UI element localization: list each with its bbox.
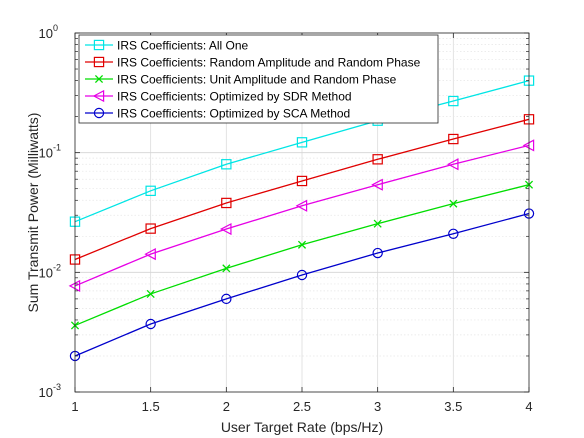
y-tick-exponent: -1	[53, 143, 61, 153]
data-point	[221, 197, 232, 209]
data-point	[373, 219, 382, 228]
data-point	[92, 89, 105, 103]
data-point	[448, 95, 459, 107]
y-tick-exponent: 0	[53, 23, 58, 33]
y-axis-label: Sum Transmit Power (Milliwatts)	[25, 113, 41, 313]
legend-label: IRS Coefficients: All One	[117, 39, 249, 53]
data-point	[371, 178, 383, 191]
data-point	[219, 222, 232, 236]
series-2	[69, 114, 535, 265]
data-point	[372, 154, 383, 165]
legend: IRS Coefficients: All One IRS Coefficient…	[78, 34, 439, 124]
series-layer	[68, 75, 535, 362]
data-point	[146, 289, 155, 298]
x-tick-label: 2.5	[293, 399, 311, 414]
data-point	[296, 175, 308, 187]
data-point	[145, 185, 156, 197]
data-point	[297, 240, 307, 249]
data-point-stroke	[146, 289, 155, 298]
legend-label: IRS Coefficients: Optimized by SDR Metho…	[117, 90, 352, 104]
x-tick-label: 2	[223, 399, 230, 414]
legend-item: IRS Coefficients: Optimized by SCA Metho…	[85, 107, 350, 121]
data-point	[93, 107, 105, 119]
data-point-stroke	[373, 219, 382, 228]
series-line	[74, 212, 530, 357]
data-point-stroke	[94, 74, 104, 84]
legend-item: IRS Coefficients: Random Amplitude and R…	[85, 56, 421, 70]
data-point	[372, 247, 383, 259]
series-line	[74, 144, 530, 287]
data-point	[145, 318, 156, 330]
data-point	[296, 137, 308, 148]
series-line	[74, 118, 530, 261]
y-tick-label: 10	[39, 385, 53, 400]
data-point	[449, 199, 458, 208]
legend-label: IRS Coefficients: Optimized by SCA Metho…	[117, 107, 350, 121]
legend-box	[78, 34, 439, 124]
data-point	[296, 269, 308, 281]
x-tick-label: 3.5	[444, 399, 462, 414]
x-tick-label: 1	[71, 399, 78, 414]
legend-item: IRS Coefficients: Optimized by SDR Metho…	[85, 90, 352, 104]
data-point	[221, 293, 232, 305]
data-point	[221, 159, 232, 170]
x-tick-label: 1.5	[142, 399, 160, 414]
y-tick-label: 10	[39, 146, 53, 161]
y-tick-label: 10	[39, 26, 53, 41]
data-point	[448, 133, 459, 145]
series-line	[74, 79, 530, 223]
legend-item: IRS Coefficients: Unit Amplitude and Ran…	[85, 73, 397, 87]
data-point	[446, 158, 459, 171]
legend-label: IRS Coefficients: Random Amplitude and R…	[117, 56, 421, 70]
y-tick-exponent: -3	[53, 382, 61, 392]
legend-label: IRS Coefficients: Unit Amplitude and Ran…	[117, 73, 397, 87]
legend-item: IRS Coefficients: All One	[85, 39, 249, 53]
data-point	[222, 264, 231, 273]
data-point	[145, 223, 156, 234]
x-tick-label: 4	[525, 399, 532, 414]
y-tick-exponent: -2	[53, 262, 61, 272]
data-point	[93, 39, 105, 51]
data-point	[94, 74, 104, 84]
data-point	[295, 199, 308, 212]
data-point	[448, 228, 459, 239]
series-5	[69, 208, 535, 362]
data-point-stroke	[297, 240, 307, 249]
data-point	[93, 56, 105, 68]
data-point-stroke	[222, 264, 231, 273]
x-tick-label: 3	[374, 399, 381, 414]
data-point	[144, 248, 156, 261]
data-point-stroke	[449, 199, 458, 208]
y-tick-label: 10	[39, 265, 53, 280]
x-axis-label: User Target Rate (bps/Hz)	[221, 419, 383, 435]
